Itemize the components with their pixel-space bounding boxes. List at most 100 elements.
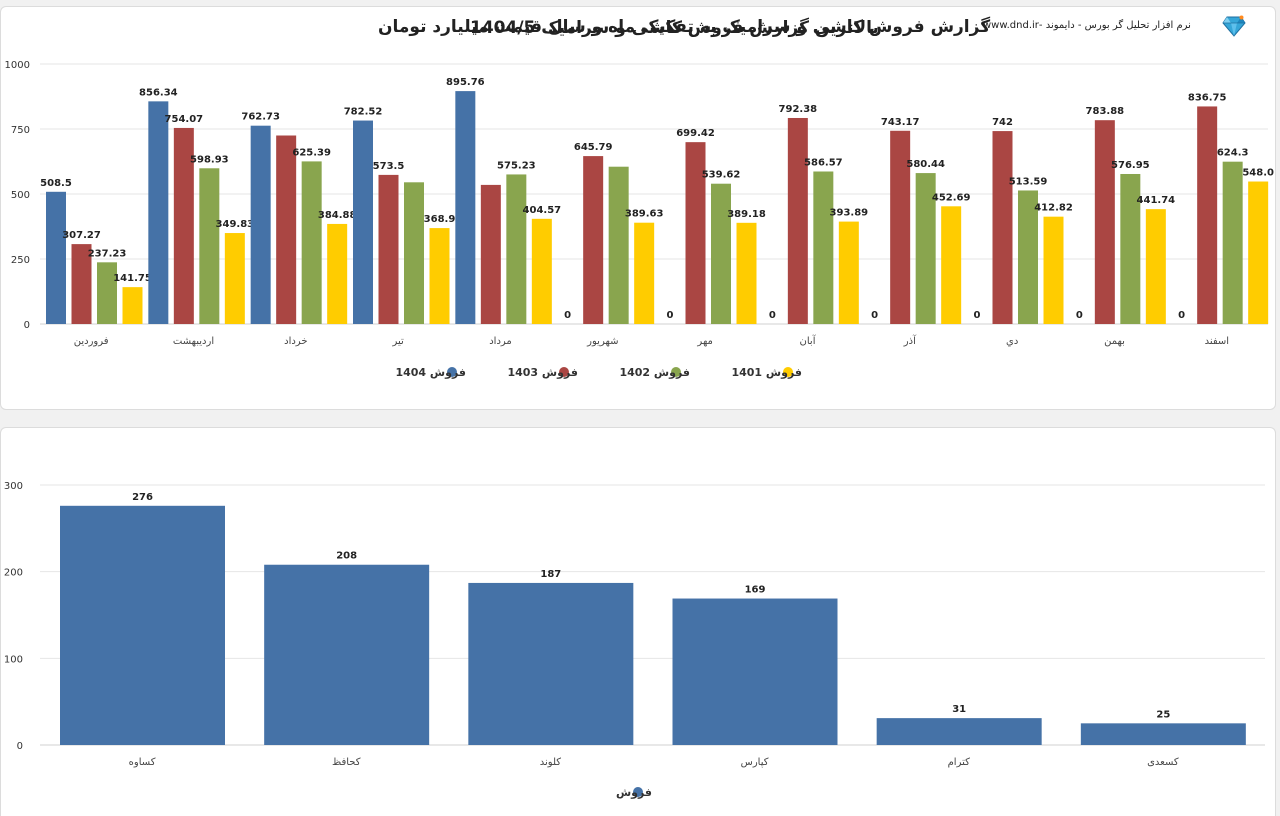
- data-label: 187: [540, 569, 561, 580]
- data-label: 856.34: [139, 87, 178, 98]
- data-label: 412.82: [1034, 203, 1073, 214]
- data-label: 575.23: [497, 160, 536, 171]
- bar: [1145, 209, 1166, 324]
- legend-item-label: فروش 1402: [619, 366, 690, 379]
- legend-marker: [671, 367, 681, 377]
- x-tick-label: خرداد: [284, 336, 307, 347]
- bar: [1043, 216, 1064, 324]
- bar: [46, 191, 66, 324]
- legend-marker: [447, 367, 457, 377]
- bar: [634, 222, 655, 324]
- bar: [148, 101, 169, 325]
- y-tick-label: 0: [17, 741, 23, 752]
- bar: [276, 135, 297, 324]
- data-label: 743.17: [881, 117, 920, 128]
- data-label: 368.9: [424, 214, 456, 225]
- bar: [378, 174, 399, 324]
- x-tick-label: فروردین: [74, 336, 109, 347]
- data-label: 624.3: [1217, 148, 1249, 159]
- bar: [173, 127, 194, 324]
- x-tick-label: کسعدی: [1147, 757, 1179, 768]
- bar: [264, 564, 430, 745]
- data-label: 508.5: [40, 178, 72, 189]
- bar: [480, 184, 501, 324]
- bar: [404, 182, 424, 324]
- y-tick-label: 1000: [5, 60, 30, 71]
- data-label: 783.88: [1086, 106, 1125, 117]
- bar: [1197, 106, 1218, 324]
- bar: [71, 244, 92, 324]
- bar: [992, 131, 1013, 324]
- brand-text: نرم افزار تحلیل گر بورس - دایموند -www.d…: [983, 20, 1191, 31]
- bar: [1248, 181, 1269, 324]
- data-label: 0: [871, 310, 878, 321]
- x-tick-label: مرداد: [489, 336, 512, 347]
- data-label: 586.57: [804, 157, 843, 168]
- data-label: 0: [667, 310, 674, 321]
- x-tick-label: اسفند: [1205, 336, 1229, 347]
- bar: [915, 173, 936, 324]
- data-label: 513.59: [1009, 176, 1048, 187]
- bar: [468, 582, 634, 745]
- data-label: 452.69: [932, 192, 971, 203]
- data-label: 782.52: [344, 107, 383, 118]
- bar: [1018, 190, 1038, 324]
- bar: [685, 142, 706, 324]
- data-label: 762.73: [241, 112, 280, 123]
- diamond-logo-icon: [1222, 15, 1246, 41]
- legend-item-label: فروش 1401: [731, 366, 802, 379]
- bar: [531, 218, 552, 324]
- data-label: 836.75: [1188, 92, 1227, 103]
- data-label: 441.74: [1137, 195, 1176, 206]
- x-tick-label: کپارس: [741, 757, 769, 768]
- data-label: 389.18: [727, 209, 766, 220]
- bar: [122, 287, 143, 324]
- bar: [1094, 120, 1115, 325]
- data-label: 0: [564, 310, 571, 321]
- bar: [736, 222, 757, 324]
- data-label: 580.44: [906, 159, 945, 170]
- data-label: 576.95: [1111, 160, 1150, 171]
- x-tick-label: اردیبهشت: [173, 336, 214, 347]
- bar: [876, 718, 1042, 745]
- data-label: 573.5: [373, 161, 405, 172]
- bar: [224, 233, 245, 324]
- bar: [429, 228, 450, 324]
- legend-marker: [783, 367, 793, 377]
- data-label: 141.75: [113, 273, 152, 284]
- bar: [1080, 723, 1246, 745]
- x-tick-label: کساوه: [129, 757, 156, 768]
- data-label: 404.57: [523, 205, 562, 216]
- data-label: 384.88: [318, 210, 357, 221]
- legend-item-label: فروش: [616, 786, 652, 799]
- bar: [711, 183, 731, 324]
- data-label: 754.07: [165, 114, 204, 125]
- bar: [199, 168, 220, 324]
- data-label: 0: [1076, 310, 1083, 321]
- y-tick-label: 200: [4, 568, 23, 579]
- data-label: 548.0: [1242, 168, 1274, 179]
- bar: [327, 223, 348, 324]
- data-label: 0: [1178, 310, 1185, 321]
- data-label: 237.23: [88, 248, 127, 259]
- x-tick-label: کلوند: [540, 757, 562, 768]
- y-tick-label: 100: [4, 654, 23, 665]
- data-label: 208: [336, 551, 357, 562]
- data-label: 598.93: [190, 154, 229, 165]
- data-label: 25: [1156, 709, 1170, 720]
- chart-title-monthly: گزارش فروش کاشی و سرامیک به تفکیک ماه و …: [378, 17, 991, 37]
- data-label: 625.39: [292, 147, 331, 158]
- data-label: 539.62: [702, 170, 741, 181]
- data-label: 895.76: [446, 77, 485, 88]
- data-label: 0: [974, 310, 981, 321]
- y-tick-label: 750: [11, 125, 30, 136]
- x-tick-label: مهر: [696, 336, 712, 347]
- legend-marker: [559, 367, 569, 377]
- bar: [608, 166, 629, 324]
- bar: [583, 156, 604, 324]
- legend-marker: [633, 787, 643, 797]
- legend-item-label: فروش 1403: [507, 366, 578, 379]
- data-label: 645.79: [574, 142, 613, 153]
- x-tick-label: تیر: [392, 336, 405, 347]
